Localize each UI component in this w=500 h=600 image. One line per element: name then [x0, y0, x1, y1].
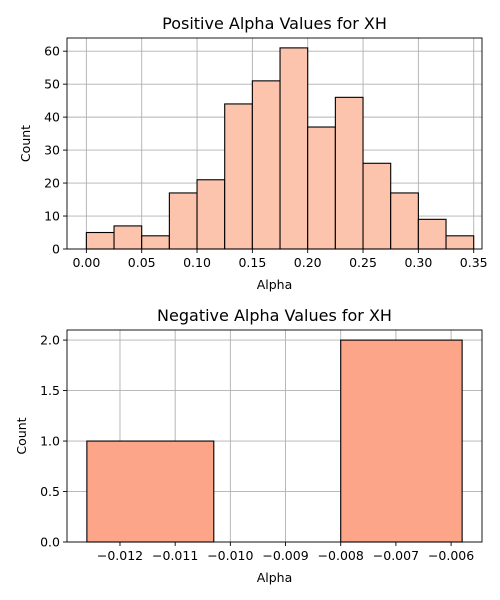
y-axis-label: Count	[18, 125, 33, 162]
y-tick-label: 1.0	[40, 434, 60, 449]
y-tick-label: 60	[44, 44, 60, 59]
histogram-bar	[141, 235, 170, 250]
x-tick-label: −0.012	[97, 548, 143, 563]
x-tick-label: −0.006	[428, 548, 474, 563]
histogram-bar	[390, 192, 419, 250]
x-tick-label: −0.011	[152, 548, 198, 563]
y-tick-label: 0	[52, 242, 60, 257]
histogram-bar	[196, 179, 226, 250]
x-tick-label: 0.00	[72, 255, 100, 270]
histogram-bar	[168, 192, 198, 250]
x-tick-label: −0.009	[262, 548, 308, 563]
chart-title: Positive Alpha Values for XH	[162, 14, 387, 33]
x-tick-label: 0.30	[404, 255, 432, 270]
x-tick-label: 0.15	[238, 255, 266, 270]
histogram-bar	[417, 218, 447, 250]
histogram-bar	[340, 339, 463, 543]
histogram-bar	[113, 225, 143, 250]
x-tick-label: −0.008	[318, 548, 364, 563]
y-tick-label: 30	[44, 143, 60, 158]
chart-title: Negative Alpha Values for XH	[157, 306, 392, 325]
y-tick-label: 0.5	[40, 484, 60, 499]
y-tick-label: 40	[44, 110, 60, 125]
x-tick-label: 0.05	[128, 255, 156, 270]
positive-alpha-histogram: Positive Alpha Values for XH 0.00 0.05 0.1…	[18, 14, 488, 292]
histogram-bar	[307, 126, 336, 250]
x-axis-label: Alpha	[257, 570, 293, 585]
histogram-bar	[86, 440, 215, 543]
x-tick-label: 0.10	[183, 255, 211, 270]
y-tick-label: 1.5	[40, 383, 60, 398]
negative-alpha-histogram: Negative Alpha Values for XH −0.012 −0.01…	[14, 306, 483, 585]
y-axis-label: Count	[14, 417, 29, 454]
histogram-bar	[334, 96, 364, 250]
x-tick-label: −0.010	[207, 548, 253, 563]
plot-area	[66, 37, 483, 250]
x-tick-label: 0.35	[460, 255, 488, 270]
y-tick-label: 0.0	[40, 535, 60, 550]
histogram-bar	[224, 103, 253, 250]
x-tick-label: −0.007	[373, 548, 419, 563]
histogram-bar	[445, 235, 475, 250]
x-tick-label: 0.25	[349, 255, 377, 270]
y-tick-label: 10	[44, 209, 60, 224]
y-tick-label: 2.0	[40, 333, 60, 348]
y-tick-label: 50	[44, 77, 60, 92]
histogram-bar	[362, 162, 392, 250]
x-axis-label: Alpha	[257, 277, 293, 292]
plot-area	[66, 329, 483, 543]
histogram-bar	[279, 47, 309, 250]
x-tick-label: 0.20	[294, 255, 322, 270]
histogram-bar	[251, 80, 281, 250]
histogram-bar	[85, 231, 115, 250]
y-tick-label: 20	[44, 176, 60, 191]
